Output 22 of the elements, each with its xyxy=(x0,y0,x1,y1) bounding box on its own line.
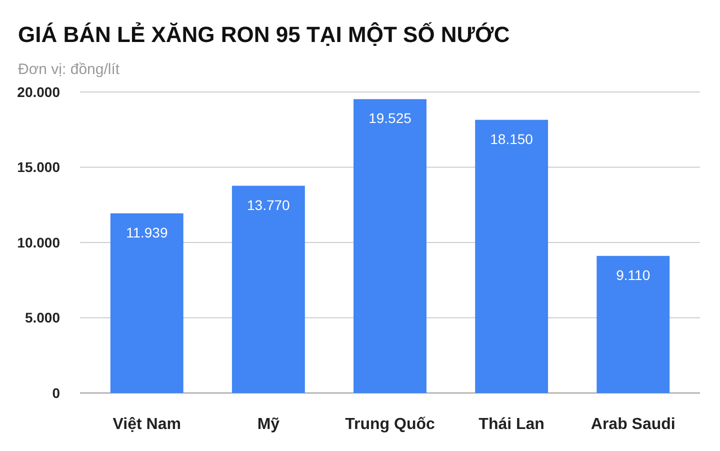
bar xyxy=(110,213,184,393)
y-tick-label: 5.000 xyxy=(24,310,60,326)
y-tick-label: 15.000 xyxy=(17,159,60,176)
chart-title: GIÁ BÁN LẺ XĂNG RON 95 TẠI MỘT SỐ NƯỚC xyxy=(18,22,510,47)
bar xyxy=(475,120,548,393)
y-tick-label: 0 xyxy=(52,384,60,401)
data-label: 19.525 xyxy=(368,110,412,126)
bar xyxy=(232,186,305,393)
x-tick-label: Trung Quốc xyxy=(345,416,435,433)
x-tick-label: Mỹ xyxy=(257,416,280,433)
bar xyxy=(354,99,426,393)
chart-subtitle: Đơn vị: đồng/lít xyxy=(18,61,120,78)
data-label: 13.770 xyxy=(247,196,290,213)
bar xyxy=(596,256,670,393)
y-tick-label: 10.000 xyxy=(17,234,60,250)
data-label: 9.110 xyxy=(616,266,650,283)
x-tick-label: Arab Saudi xyxy=(590,416,676,433)
x-tick-label: Việt Nam xyxy=(112,416,181,433)
data-label: 18.150 xyxy=(490,130,534,147)
x-tick-label: Thái Lan xyxy=(478,416,544,433)
y-tick-label: 20.000 xyxy=(17,84,60,100)
data-label: 11.939 xyxy=(126,224,168,240)
